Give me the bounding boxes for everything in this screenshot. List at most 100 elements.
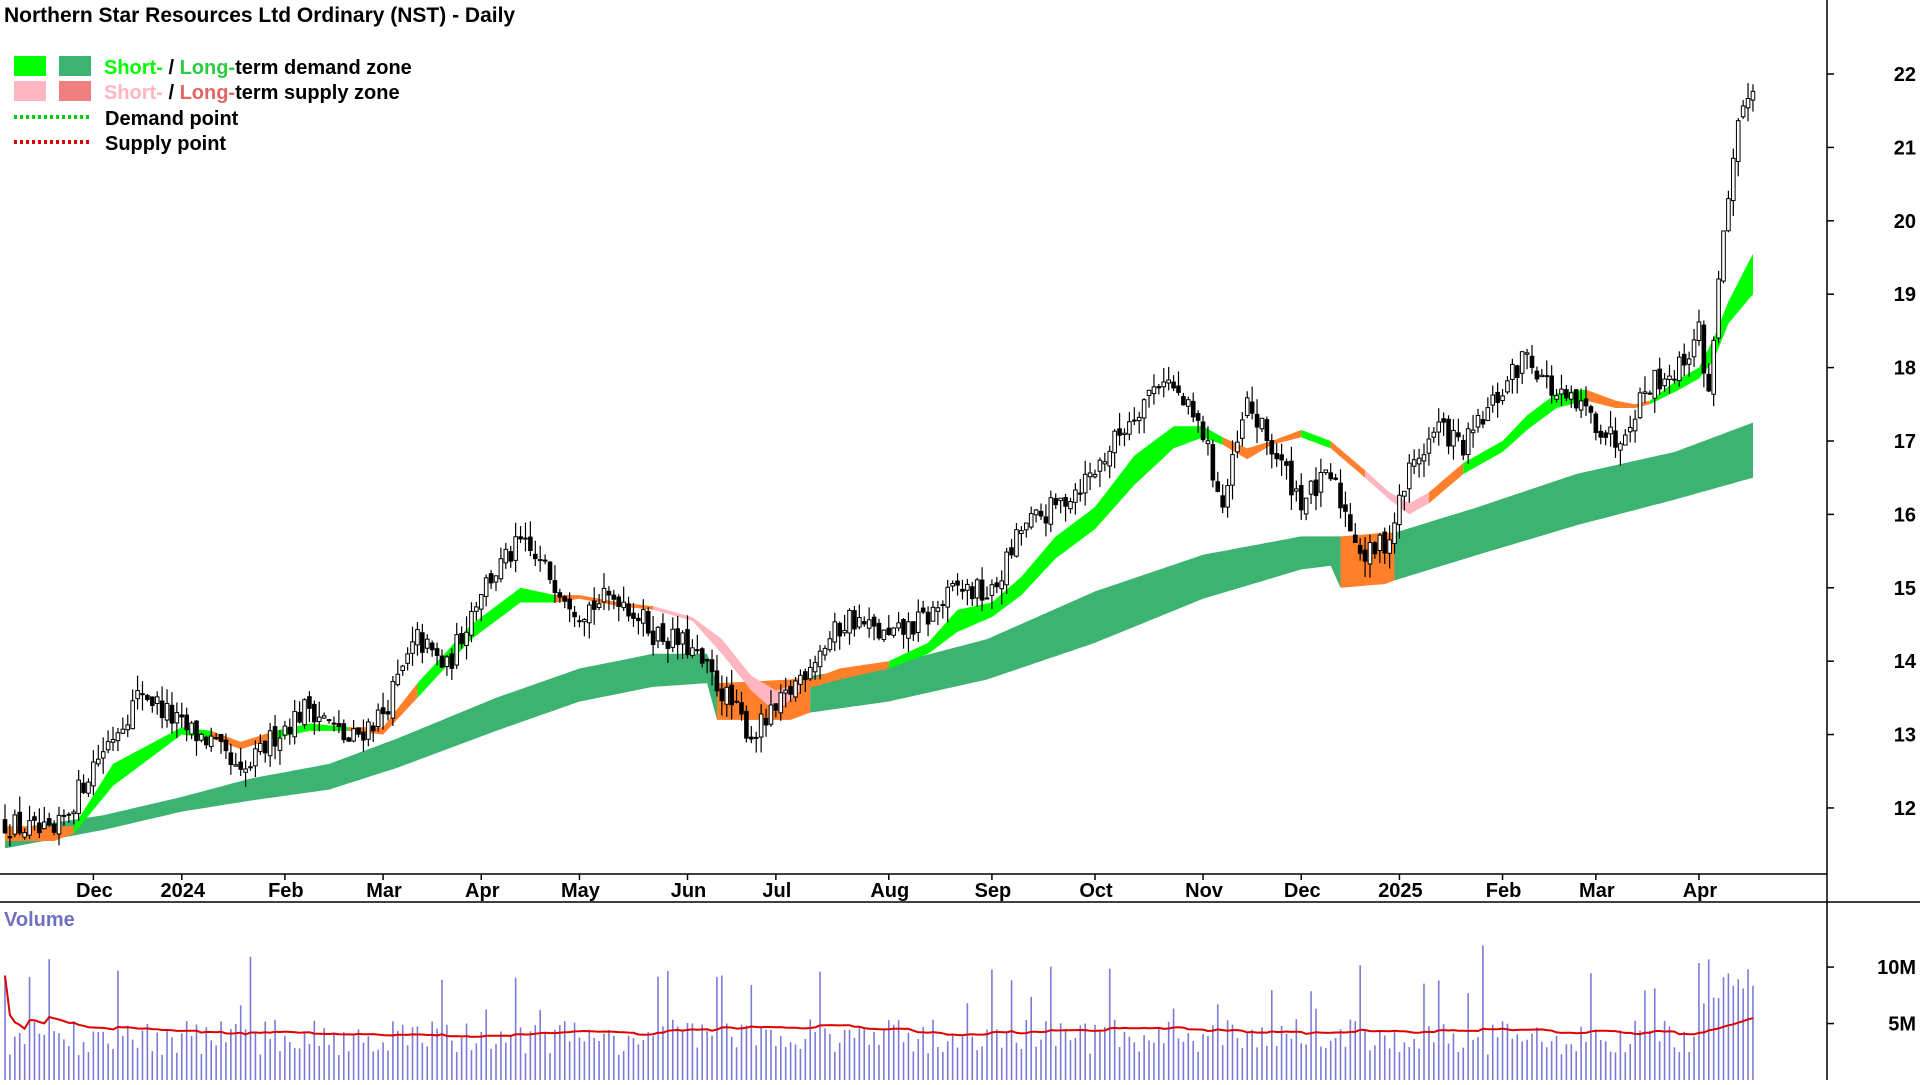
candle-body [341, 723, 347, 741]
candle-body [1402, 490, 1407, 497]
candle-body [1397, 494, 1402, 526]
candle-body [1431, 431, 1437, 438]
y-tick-label: 18 [1894, 358, 1916, 380]
candle-body [1004, 551, 1009, 586]
candle-body [670, 628, 676, 648]
candle-body [532, 553, 538, 560]
candle-body [1377, 534, 1383, 551]
candle-body [1578, 400, 1584, 411]
candle-body [71, 811, 77, 815]
x-tick-label: May [561, 880, 601, 902]
candle-body [611, 594, 617, 600]
candle-body [1284, 461, 1289, 466]
candle-body [1681, 353, 1687, 366]
candle-body [1485, 407, 1491, 421]
candle-body [1028, 513, 1034, 528]
candle-body [876, 622, 882, 639]
candle-body [464, 631, 469, 647]
candle-body [513, 536, 518, 561]
candle-body [1372, 542, 1378, 555]
candle-body [1637, 392, 1643, 419]
candle-body [1200, 421, 1206, 441]
legend-label: Demand point [105, 108, 239, 130]
candle-body [27, 820, 32, 836]
legend-label: Short- / Long-term demand zone [104, 57, 412, 79]
candle-body [140, 693, 145, 696]
candle-body [469, 610, 474, 636]
candle-body [1269, 440, 1275, 455]
candle-body [420, 632, 425, 653]
candle-body [1652, 369, 1658, 399]
legend-label-long: Long- [180, 82, 236, 104]
candle-body [940, 604, 946, 607]
candle-body [1706, 373, 1712, 392]
candle-body [577, 620, 582, 623]
candle-body [1554, 395, 1559, 400]
x-tick-label: 2025 [1378, 880, 1423, 902]
candle-body [189, 722, 194, 735]
candle-body [459, 633, 464, 645]
y-tick-label: 15 [1894, 578, 1916, 600]
candle-body [753, 736, 759, 739]
candle-body [1441, 418, 1446, 423]
y-tick-label: 21 [1894, 137, 1916, 159]
candle-body [979, 579, 985, 601]
candle-body [478, 594, 484, 610]
candle-body [906, 621, 911, 639]
candle-body [444, 656, 450, 668]
candle-body [272, 726, 278, 747]
candle-body [1333, 477, 1338, 480]
candle-body [1426, 438, 1432, 454]
chart-title: Northern Star Resources Ltd Ordinary (NS… [4, 4, 515, 27]
candle-body [974, 579, 980, 599]
candle-body [861, 621, 867, 625]
candle-body [1186, 399, 1191, 407]
candle-body [1303, 497, 1309, 515]
legend-label-long: Long- [180, 57, 236, 79]
candle-body [542, 559, 548, 562]
candle-body [1750, 90, 1756, 101]
candles-layer [2, 83, 1756, 847]
candle-body [375, 709, 381, 727]
candle-body [1672, 378, 1677, 381]
candle-body [238, 761, 243, 770]
candle-body [1254, 413, 1260, 428]
candle-body [1549, 375, 1554, 396]
candle-body [891, 627, 897, 636]
x-tick-label: Apr [1683, 880, 1718, 902]
candle-body [837, 622, 843, 637]
candle-body [758, 713, 764, 738]
x-tick-label: Oct [1079, 880, 1113, 902]
candle-body [424, 638, 430, 649]
candle-body [1421, 454, 1427, 462]
candle-body [626, 603, 631, 617]
candle-body [439, 655, 445, 668]
candle-body [807, 666, 813, 680]
short-term-zone-segment [73, 727, 212, 834]
candle-body [204, 736, 209, 746]
candle-body [91, 761, 96, 787]
candle-body [1544, 375, 1550, 378]
candle-body [783, 689, 788, 694]
candle-body [1416, 457, 1422, 465]
short-term-zone-segment [1586, 389, 1650, 408]
candle-body [1023, 522, 1029, 531]
legend-label-sep: / [163, 82, 180, 104]
candle-body [1490, 394, 1496, 406]
candle-body [130, 700, 135, 730]
candle-body [744, 710, 749, 739]
candle-body [370, 725, 376, 732]
candle-body [1568, 392, 1574, 400]
candle-body [621, 601, 626, 609]
candle-body [17, 811, 23, 834]
y-tick-label: 22 [1894, 64, 1916, 86]
x-tick-label: Apr [465, 880, 500, 902]
legend-swatch-short [14, 56, 46, 76]
candle-body [1048, 497, 1054, 525]
x-tick-label: Aug [870, 880, 909, 902]
candle-body [1740, 105, 1746, 118]
candle-body [645, 611, 651, 634]
candle-body [346, 737, 351, 742]
candle-body [1726, 198, 1731, 232]
